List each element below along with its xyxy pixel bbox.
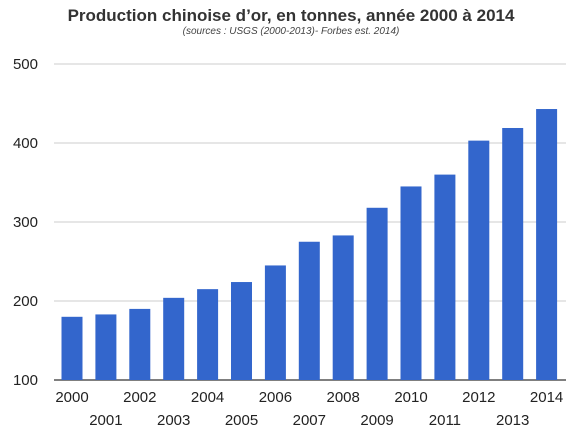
bar-2008 xyxy=(332,235,354,380)
x-tick-label: 2009 xyxy=(360,412,393,429)
x-tick-label: 2000 xyxy=(55,389,88,406)
x-tick-label: 2013 xyxy=(496,412,529,429)
x-tick-label: 2005 xyxy=(225,412,258,429)
x-tick-label: 2011 xyxy=(429,412,461,429)
bar-2009 xyxy=(366,207,388,380)
y-tick-label: 500 xyxy=(13,56,38,73)
chart-subtitle: (sources : USGS (2000-2013)- Forbes est.… xyxy=(182,26,400,37)
x-tick-label: 2004 xyxy=(191,389,224,406)
y-tick-label: 400 xyxy=(13,135,38,152)
x-tick-label: 2014 xyxy=(530,389,563,406)
bar-2011 xyxy=(434,174,456,380)
bar-2012 xyxy=(468,140,490,380)
bar-2001 xyxy=(95,314,117,380)
x-tick-label: 2007 xyxy=(293,412,326,429)
bar-2002 xyxy=(129,308,151,380)
y-axis-ticks: 100 200 300 400 500 xyxy=(13,56,38,389)
x-tick-label: 2001 xyxy=(89,412,122,429)
bar-2004 xyxy=(197,289,219,380)
y-tick-label: 300 xyxy=(13,214,38,231)
x-tick-label: 2002 xyxy=(123,389,156,406)
bar-2000 xyxy=(61,316,83,380)
bar-2005 xyxy=(231,282,252,380)
x-tick-label: 2006 xyxy=(259,389,292,406)
chart-title: Production chinoise d’or, en tonnes, ann… xyxy=(67,6,515,25)
bar-2006 xyxy=(264,265,286,380)
x-tick-label: 2008 xyxy=(327,389,360,406)
bar-2007 xyxy=(298,241,320,380)
bar-2003 xyxy=(163,297,185,380)
y-tick-label: 200 xyxy=(13,293,38,310)
bar-2010 xyxy=(400,186,422,380)
x-tick-label: 2010 xyxy=(394,389,427,406)
x-tick-label: 2012 xyxy=(462,389,495,406)
bar-2014 xyxy=(536,109,558,380)
bars xyxy=(61,109,558,381)
x-tick-label: 2003 xyxy=(157,412,190,429)
y-tick-label: 100 xyxy=(13,372,38,389)
bar-2013 xyxy=(502,127,524,381)
x-axis-ticks: 2000200120022003200420052006200720082009… xyxy=(55,389,563,429)
